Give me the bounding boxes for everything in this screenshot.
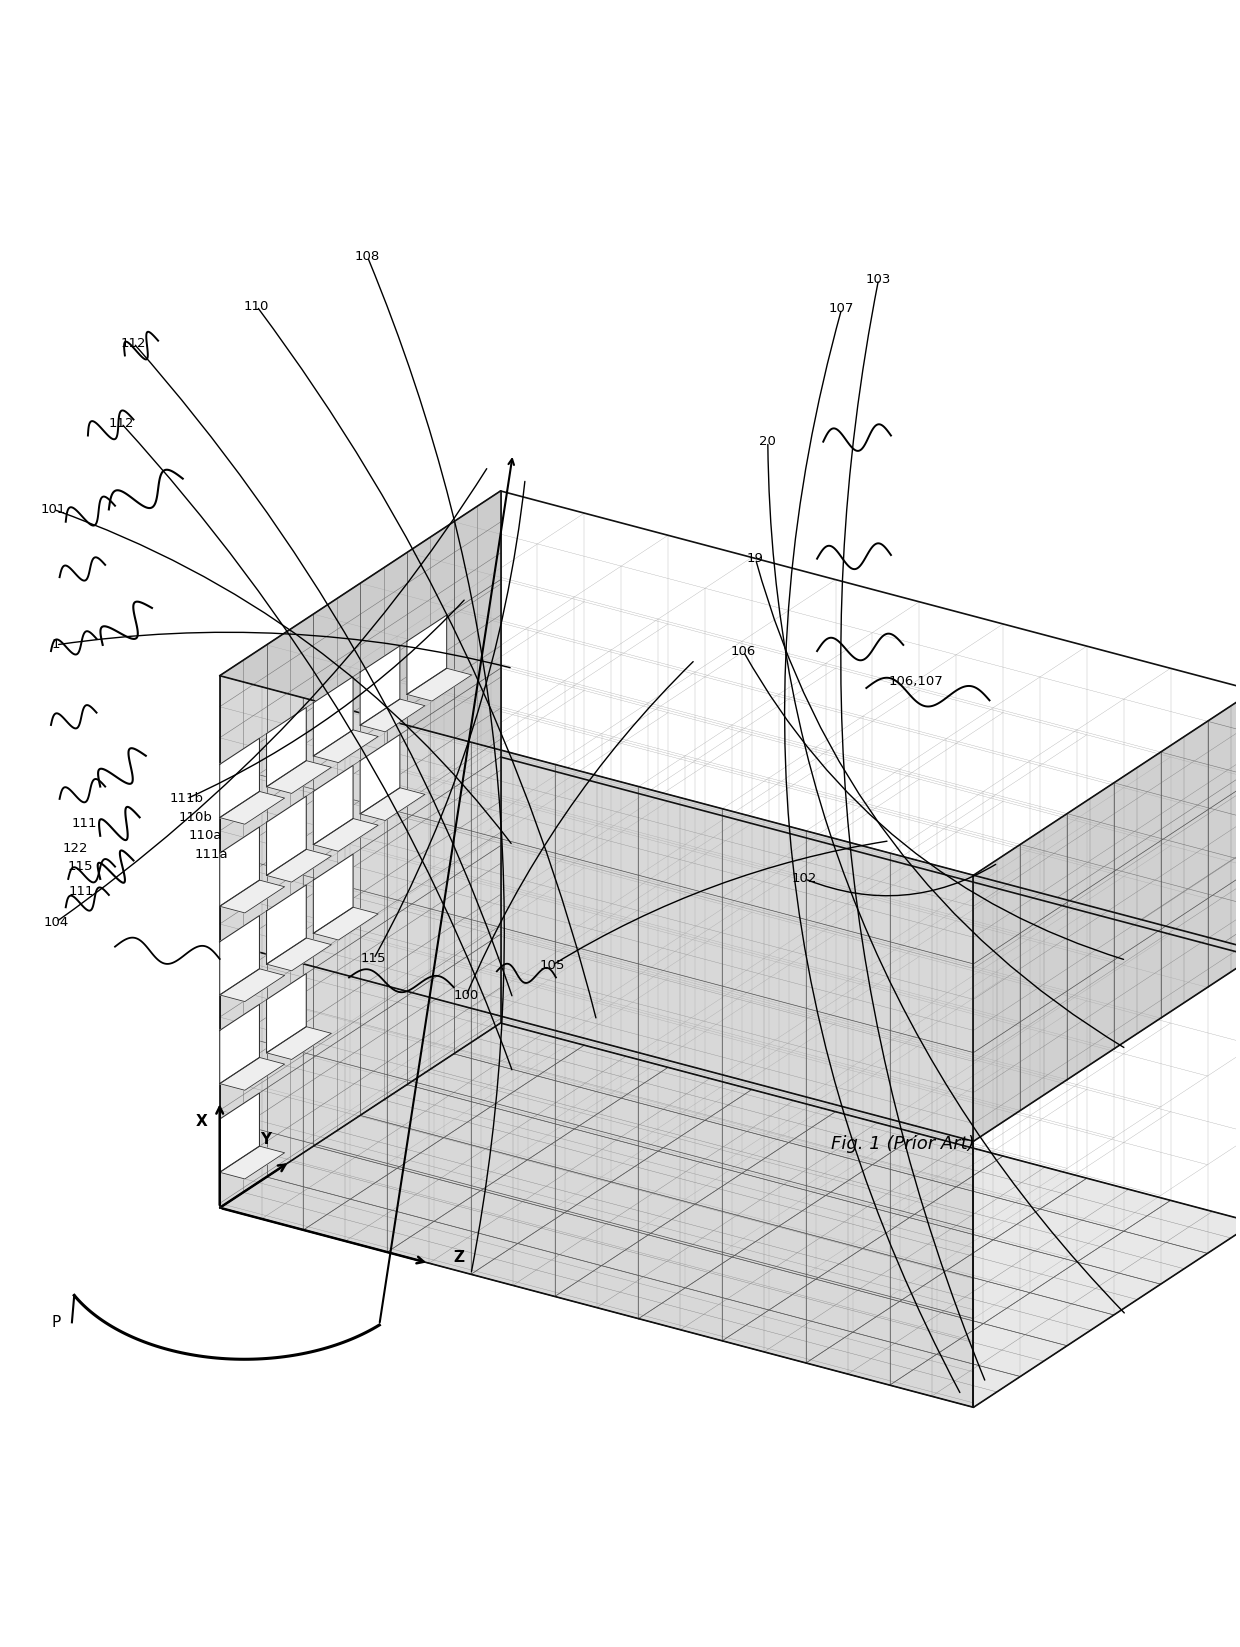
Polygon shape (219, 675, 973, 1407)
Text: 20: 20 (759, 435, 776, 448)
Polygon shape (314, 730, 378, 763)
Text: Fig. 1 (Prior Art): Fig. 1 (Prior Art) (832, 1135, 975, 1153)
Polygon shape (407, 669, 472, 702)
Text: P: P (51, 1314, 61, 1329)
Text: 111b: 111b (170, 792, 203, 805)
Polygon shape (267, 973, 306, 1052)
Polygon shape (360, 646, 401, 725)
Text: 101: 101 (41, 502, 66, 516)
Polygon shape (219, 1005, 259, 1084)
Text: 106: 106 (730, 644, 756, 657)
Polygon shape (314, 677, 353, 756)
Polygon shape (267, 796, 306, 876)
Polygon shape (219, 827, 259, 906)
Polygon shape (219, 1057, 285, 1090)
Polygon shape (360, 787, 425, 820)
Text: X: X (196, 1113, 207, 1128)
Text: 112: 112 (108, 417, 134, 430)
Text: 104: 104 (43, 916, 68, 929)
Text: 111: 111 (69, 884, 94, 898)
Text: Y: Y (260, 1131, 272, 1146)
Text: 103: 103 (866, 273, 892, 285)
Polygon shape (360, 735, 401, 814)
Text: 115: 115 (361, 952, 387, 965)
Polygon shape (219, 879, 285, 912)
Polygon shape (267, 1026, 331, 1059)
Polygon shape (219, 738, 259, 817)
Text: 19: 19 (746, 552, 764, 565)
Polygon shape (219, 1146, 285, 1179)
Polygon shape (314, 766, 353, 845)
Text: 1: 1 (52, 639, 61, 652)
Polygon shape (314, 855, 353, 934)
Text: 122: 122 (63, 842, 88, 855)
Polygon shape (267, 850, 331, 883)
Text: 111: 111 (72, 817, 97, 830)
Polygon shape (267, 708, 306, 787)
Polygon shape (267, 761, 331, 794)
Text: 106,107: 106,107 (888, 675, 942, 688)
Polygon shape (219, 968, 285, 1001)
Polygon shape (314, 907, 378, 940)
Text: 110: 110 (244, 300, 269, 313)
Text: 105: 105 (539, 959, 565, 972)
Text: 102: 102 (792, 873, 817, 886)
Text: 108: 108 (355, 250, 381, 264)
Polygon shape (360, 698, 425, 731)
Polygon shape (267, 884, 306, 963)
Polygon shape (314, 819, 378, 851)
Text: 110b: 110b (179, 810, 212, 824)
Polygon shape (219, 1094, 259, 1173)
Polygon shape (219, 491, 501, 1207)
Text: Z: Z (454, 1250, 465, 1265)
Polygon shape (219, 1023, 1240, 1407)
Text: 111a: 111a (195, 848, 228, 861)
Text: 107: 107 (830, 301, 854, 315)
Text: 115: 115 (68, 860, 93, 873)
Text: 100: 100 (454, 990, 479, 1003)
Polygon shape (407, 614, 446, 695)
Polygon shape (219, 792, 285, 824)
Polygon shape (267, 939, 331, 970)
Text: 110a: 110a (188, 830, 222, 842)
Text: 112: 112 (120, 336, 146, 349)
Polygon shape (973, 690, 1240, 1141)
Polygon shape (219, 916, 259, 995)
